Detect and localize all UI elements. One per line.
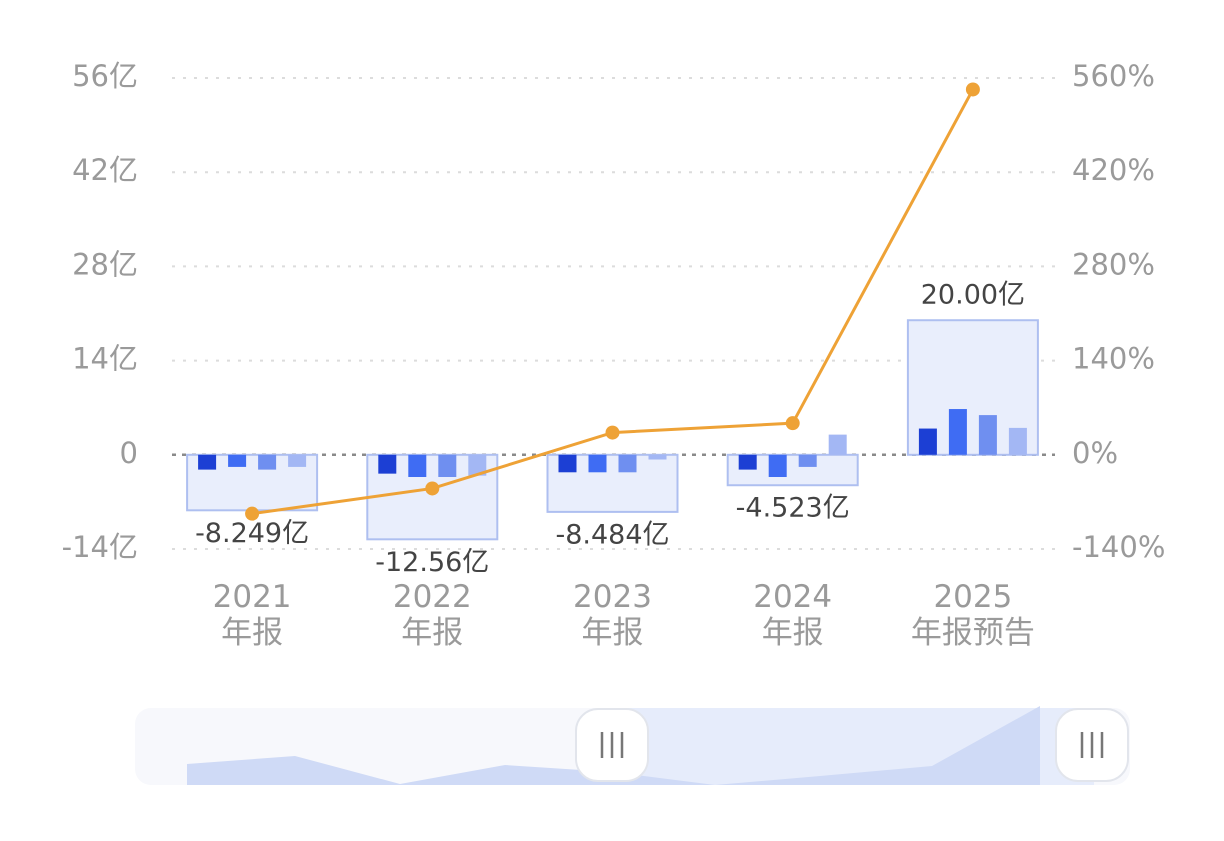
line-point (245, 506, 260, 521)
value-label: -8.484亿 (555, 519, 669, 550)
y-tick-label: 0 (120, 436, 138, 470)
x-tick-label-line: 年报 (221, 615, 283, 651)
y2-tick-label: 560% (1072, 59, 1155, 93)
x-tick-label: 2024 年报 (753, 579, 832, 651)
quarter-bar (408, 454, 427, 478)
y2-tick-label: 280% (1072, 247, 1155, 281)
quarter-bar (978, 415, 997, 455)
x-tick-label-line: 年报 (762, 615, 824, 651)
line-point (425, 481, 440, 496)
quarter-bar (768, 454, 787, 478)
handle-grip (1080, 732, 1104, 758)
y2-tick-label: 0% (1072, 436, 1118, 470)
y2-tick-label: -140% (1072, 530, 1165, 564)
quarter-bar (288, 454, 307, 467)
x-tick-label: 2023 年报 (573, 579, 652, 651)
x-tick-label-line: 2023 (573, 579, 652, 615)
x-tick-label-line: 2021 (213, 579, 292, 615)
x-tick-label: 2025 年报预告 (911, 579, 1035, 651)
x-tick-label-line: 2025 (933, 579, 1012, 615)
quarter-bar (468, 454, 487, 476)
quarter-bar (738, 454, 757, 470)
quarter-bar (378, 454, 397, 474)
line-point (605, 425, 620, 440)
line-point (785, 416, 800, 431)
quarter-bar (918, 428, 937, 455)
value-label: -8.249亿 (195, 518, 309, 549)
quarter-bar (1008, 427, 1027, 455)
slider-handle[interactable] (1055, 708, 1129, 782)
value-label: -4.523亿 (736, 493, 850, 524)
quarter-bar (438, 454, 457, 478)
x-tick-label-line: 2024 (753, 579, 832, 615)
value-label: 20.00亿 (921, 280, 1025, 311)
slider-preview (187, 706, 1040, 785)
y-tick-label: 28亿 (72, 247, 138, 281)
zoom-slider[interactable] (135, 706, 1130, 785)
x-tick-label-line: 2022 (393, 579, 472, 615)
quarter-bar (798, 454, 817, 467)
x-tick-label-line: 年报预告 (911, 615, 1035, 651)
x-tick-label: 2021 年报 (213, 579, 292, 651)
y-tick-label: 42亿 (72, 153, 138, 187)
x-tick-label-line: 年报 (401, 615, 463, 651)
x-tick-label-line: 年报 (582, 615, 644, 651)
quarter-bar (618, 454, 637, 473)
quarter-bar (558, 454, 577, 473)
y-tick-label: 14亿 (72, 342, 138, 376)
slider-handle[interactable] (575, 708, 649, 782)
quarter-bar (198, 454, 217, 470)
quarter-bar (648, 454, 667, 460)
quarter-bar (948, 409, 967, 455)
line-point (965, 82, 980, 97)
y-tick-label: -14亿 (62, 530, 138, 564)
y2-tick-label: 420% (1072, 153, 1155, 187)
y-tick-label: 56亿 (72, 59, 138, 93)
quarter-bar (588, 454, 607, 473)
line (251, 88, 975, 516)
quarter-bar (258, 454, 277, 470)
x-tick-label: 2022 年报 (393, 579, 472, 651)
y2-tick-label: 140% (1072, 342, 1155, 376)
handle-grip (600, 732, 624, 758)
quarter-bar (228, 454, 247, 467)
quarter-bar (828, 434, 847, 455)
value-label: -12.56亿 (375, 547, 489, 578)
